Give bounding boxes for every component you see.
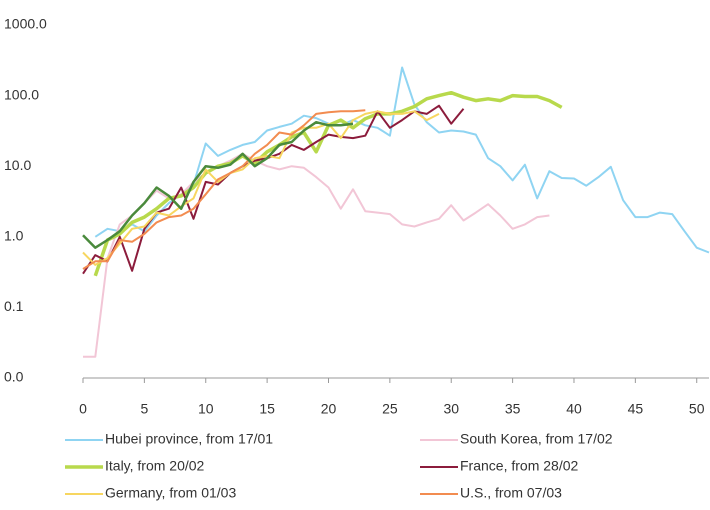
x-tick-label: 30: [443, 401, 459, 417]
x-tick-label: 50: [689, 401, 705, 417]
legend-label: Italy, from 20/02: [105, 458, 205, 474]
x-tick-label: 45: [628, 401, 644, 417]
x-tick-label: 25: [382, 401, 398, 417]
series-line: [82, 120, 354, 249]
y-tick-label: 10.0: [4, 157, 31, 173]
legend-label: Germany, from 01/03: [105, 485, 236, 501]
legend-label: Hubei province, from 17/01: [105, 431, 273, 447]
y-tick-label: 100.0: [4, 86, 39, 102]
x-tick-label: 15: [259, 401, 275, 417]
series-line: [82, 104, 465, 275]
x-tick-label: 10: [198, 401, 214, 417]
series-line: [82, 110, 440, 266]
x-tick-label: 35: [505, 401, 521, 417]
y-tick-label: 0.1: [4, 298, 24, 314]
y-tick-label: 1.0: [4, 228, 24, 244]
x-tick-label: 40: [566, 401, 582, 417]
legend-label: South Korea, from 17/02: [460, 431, 613, 447]
y-tick-label: 1000.0: [4, 16, 47, 32]
legend-label: France, from 28/02: [460, 458, 578, 474]
x-tick-label: 20: [321, 401, 337, 417]
series-line: [93, 90, 563, 277]
x-tick-label: 0: [79, 401, 87, 417]
series-line: [82, 109, 366, 270]
legend-label: U.S., from 07/03: [460, 485, 562, 501]
series-line: [83, 152, 550, 358]
x-tick-label: 5: [140, 401, 148, 417]
y-tick-label: 0.0: [4, 369, 24, 385]
series-line: [94, 66, 710, 254]
